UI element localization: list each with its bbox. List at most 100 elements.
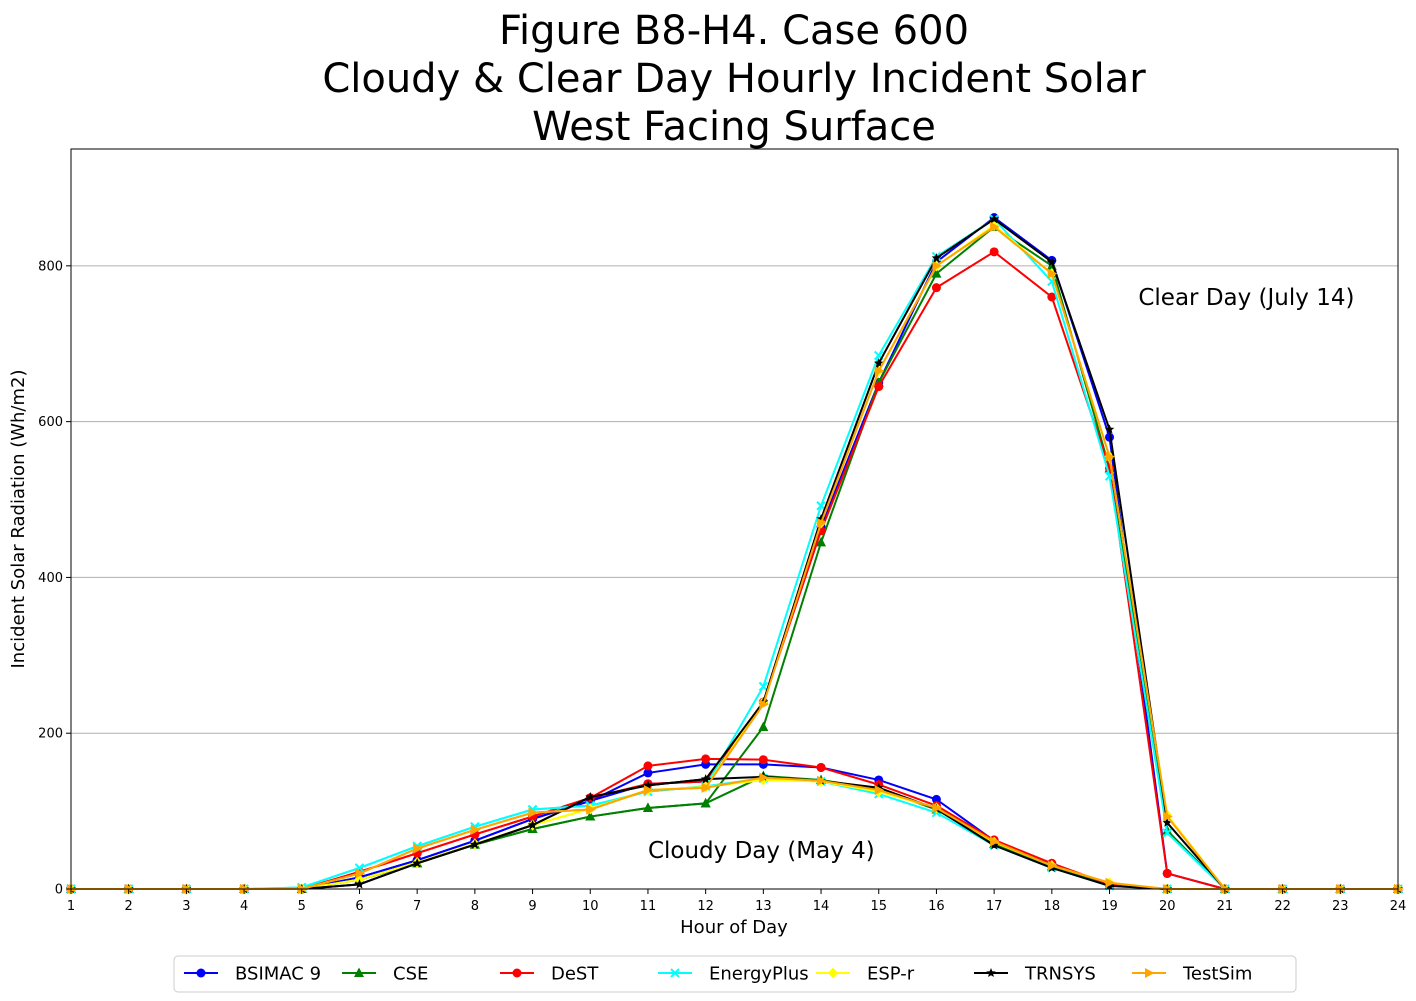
data-point: [643, 785, 654, 796]
x-tick-label: 19: [1101, 899, 1118, 914]
series-line-clear: [71, 218, 1398, 890]
series-dest: [66, 247, 1403, 894]
series-cse: [66, 221, 1403, 893]
x-tick-label: 15: [870, 899, 887, 914]
data-point: [354, 879, 365, 889]
x-tick-label: 2: [125, 899, 133, 914]
x-axis-label: Hour of Day: [680, 917, 788, 938]
legend-item: EnergyPlus: [658, 964, 809, 985]
legend-frame: [173, 955, 1297, 993]
annotation-clear-day: Clear Day (July 14): [1138, 285, 1354, 311]
legend-label: TRNSYS: [1024, 964, 1096, 985]
data-point: [470, 824, 481, 835]
data-point: [1047, 860, 1058, 871]
series-line-clear: [71, 218, 1398, 890]
x-tick-label: 1: [67, 899, 75, 914]
x-tick-label: 20: [1159, 899, 1176, 914]
series-testsim: [67, 221, 1404, 894]
data-point: [931, 283, 941, 293]
data-point: [585, 792, 595, 802]
x-tick-label: 6: [355, 899, 363, 914]
y-tick-label: 400: [38, 571, 63, 586]
legend-marker: [986, 968, 996, 977]
data-point: [701, 782, 712, 793]
series-energyplus: [66, 214, 1403, 894]
data-point: [643, 780, 653, 790]
x-tick-label: 16: [928, 899, 945, 914]
legend-label: TestSim: [1182, 964, 1252, 985]
legend-marker: [512, 968, 522, 978]
data-point: [816, 514, 826, 523]
data-point: [989, 214, 999, 224]
data-point: [1047, 256, 1057, 266]
annotation-cloudy-day: Cloudy Day (May 4): [648, 838, 875, 864]
data-point: [931, 794, 941, 804]
data-point: [989, 247, 999, 257]
data-point: [874, 382, 884, 392]
legend-item: ESP-r: [816, 964, 915, 985]
legend-label: CSE: [393, 964, 428, 985]
x-tick-label: 22: [1274, 899, 1291, 914]
data-point: [816, 501, 826, 511]
legend-marker: [354, 967, 364, 977]
x-tick-label: 7: [413, 899, 421, 914]
legend-label: DeST: [551, 964, 599, 985]
legend-label: EnergyPlus: [709, 964, 809, 985]
x-tick-label: 10: [582, 899, 599, 914]
data-point: [931, 268, 942, 278]
y-axis: 0 200 400 600 800: [38, 259, 71, 898]
gridlines: [71, 265, 1398, 734]
series-trnsys: [66, 214, 1403, 893]
data-point: [643, 761, 653, 771]
title-line-3: West Facing Surface: [532, 104, 936, 150]
legend-item: TRNSYS: [974, 964, 1096, 985]
data-point: [355, 868, 365, 879]
x-axis: 1 2 3 4 5 6 7 8 9 10 11 12 13 14 15 16 17 18 19 20 21 22 23 24: [67, 889, 1406, 914]
x-tick-label: 17: [986, 899, 1003, 914]
data-point: [1162, 817, 1172, 827]
legend: BSIMAC 9 CSE DeST EnergyPlus ESP-r TRNSYS Test…: [173, 955, 1297, 993]
data-point: [758, 681, 769, 692]
y-axis-label: Incident Solar Radiation (Wh/m2): [8, 370, 29, 669]
data-point: [759, 772, 769, 783]
series-line-cloudy: [71, 777, 1398, 890]
data-point: [701, 754, 711, 764]
series-line-cloudy: [71, 778, 1398, 890]
data-point: [874, 358, 884, 368]
y-tick-label: 800: [38, 259, 63, 274]
data-point: [527, 820, 538, 830]
y-tick-label: 0: [55, 883, 63, 898]
data-point: [1163, 811, 1173, 822]
data-point: [759, 699, 769, 710]
series-line-clear: [71, 250, 1398, 890]
x-tick-label: 11: [640, 899, 657, 914]
series-esp-r: [66, 219, 1403, 895]
data-point: [413, 843, 423, 854]
x-tick-label: 21: [1217, 899, 1234, 914]
data-point: [585, 811, 596, 821]
legend-item: BSIMAC 9: [184, 964, 321, 985]
data-point: [874, 366, 885, 376]
legend-marker: [196, 968, 206, 978]
legend-marker: [1145, 968, 1155, 978]
data-point: [932, 802, 942, 813]
data-point: [1104, 424, 1115, 434]
x-tick-label: 18: [1044, 899, 1061, 914]
legend-label: ESP-r: [867, 964, 915, 985]
x-tick-label: 12: [697, 899, 714, 914]
x-tick-label: 9: [528, 899, 536, 914]
legend-item: CSE: [342, 964, 428, 985]
data-point: [1105, 877, 1116, 888]
data-point: [412, 858, 422, 868]
x-tick-label: 5: [298, 899, 306, 914]
data-point: [758, 755, 768, 765]
series-line-cloudy: [71, 775, 1398, 890]
data-point: [643, 768, 653, 778]
data-point: [1047, 292, 1057, 302]
series-line-cloudy: [71, 776, 1398, 890]
data-point: [874, 785, 885, 796]
data-point: [700, 797, 711, 808]
data-point: [1394, 884, 1404, 894]
legend-item: DeST: [500, 964, 599, 985]
title-line-2: Cloudy & Clear Day Hourly Incident Solar: [322, 56, 1146, 102]
